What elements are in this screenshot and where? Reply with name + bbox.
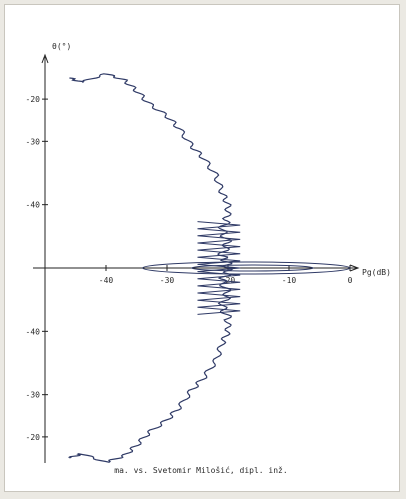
x-axis-arrow bbox=[349, 264, 360, 272]
x-tick-label: 0 bbox=[348, 276, 353, 285]
y-tick-label: -30 bbox=[26, 391, 41, 400]
ticks: -40 -30 -20 -10 0 -20 -30 -40 -40 -30 -20 bbox=[26, 95, 353, 442]
curves bbox=[67, 73, 351, 463]
y-axis-arrow bbox=[41, 53, 49, 64]
main-lobe-outer bbox=[142, 261, 351, 275]
radiation-lobe-curve bbox=[67, 73, 234, 463]
chart-frame: -40 -30 -20 -10 0 -20 -30 -40 -40 -30 -20 θ(°) Pg(… bbox=[4, 4, 400, 492]
x-tick-label: -30 bbox=[160, 276, 175, 285]
y-tick-label: -20 bbox=[26, 433, 41, 442]
y-tick-label: -20 bbox=[26, 95, 41, 104]
polar-gain-chart: -40 -30 -20 -10 0 -20 -30 -40 -40 -30 -20 θ(°) Pg(… bbox=[26, 42, 391, 475]
y-tick-label: -40 bbox=[26, 201, 41, 210]
author-credit: ma. vs. Svetomir Milošić, dipl. inž. bbox=[114, 465, 287, 475]
axes bbox=[33, 53, 360, 463]
sidelobe-oscillation bbox=[197, 221, 241, 315]
y-tick-label: -30 bbox=[26, 137, 41, 146]
x-tick-label: -10 bbox=[282, 276, 297, 285]
x-tick-label: -20 bbox=[221, 276, 236, 285]
main-lobe-inner bbox=[190, 264, 314, 272]
y-axis-label: θ(°) bbox=[52, 42, 71, 51]
x-axis-label: Pg(dB) bbox=[362, 268, 391, 277]
y-tick-label: -40 bbox=[26, 327, 41, 336]
x-tick-label: -40 bbox=[99, 276, 114, 285]
